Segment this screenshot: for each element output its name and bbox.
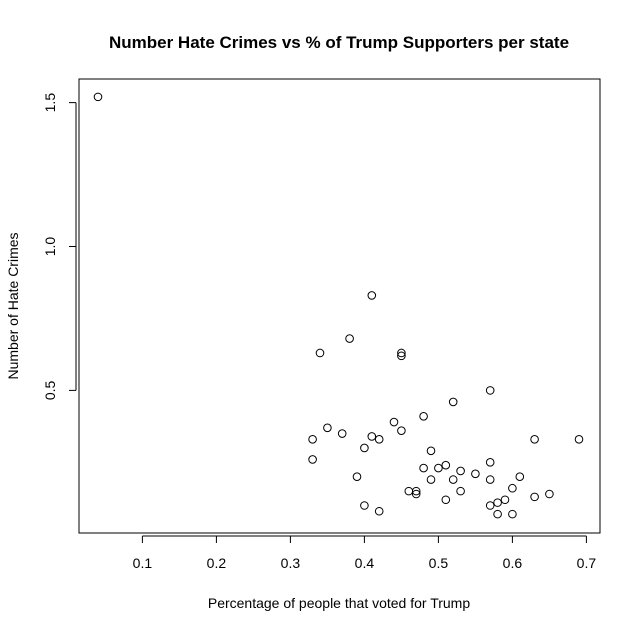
data-point bbox=[419, 463, 428, 473]
data-point bbox=[352, 472, 362, 482]
data-point bbox=[419, 411, 428, 421]
data-point bbox=[374, 435, 384, 444]
x-tick-label: 0.3 bbox=[281, 555, 301, 571]
x-axis: 0.1 0.2 0.3 0.4 0.5 0.6 0.7 bbox=[133, 535, 597, 571]
data-point bbox=[493, 498, 502, 507]
data-point bbox=[360, 501, 369, 510]
data-point bbox=[485, 458, 495, 467]
x-tick-label: 0.1 bbox=[133, 555, 153, 571]
data-point bbox=[471, 469, 480, 479]
data-point bbox=[374, 506, 384, 516]
data-point bbox=[397, 351, 406, 361]
data-point bbox=[456, 466, 465, 476]
data-point bbox=[426, 475, 436, 484]
data-point bbox=[574, 435, 584, 444]
data-point bbox=[345, 334, 354, 343]
data-point bbox=[485, 386, 495, 395]
y-tick-label: 1.5 bbox=[42, 93, 58, 113]
data-point bbox=[441, 495, 451, 505]
data-point bbox=[315, 348, 325, 358]
data-point bbox=[456, 486, 465, 496]
data-point bbox=[508, 483, 517, 493]
data-point bbox=[448, 397, 458, 407]
data-point bbox=[389, 417, 399, 427]
data-point bbox=[337, 429, 347, 438]
data-point bbox=[397, 348, 406, 358]
data-point bbox=[426, 446, 436, 456]
x-tick-label: 0.6 bbox=[503, 555, 523, 571]
data-point bbox=[308, 455, 317, 464]
data-point bbox=[508, 509, 517, 519]
data-point bbox=[448, 475, 458, 484]
data-point bbox=[530, 492, 539, 502]
x-axis-label: Percentage of people that voted for Trum… bbox=[208, 595, 470, 611]
y-tick-label: 1.0 bbox=[42, 237, 58, 257]
y-axis-label: Number of Hate Crimes bbox=[5, 232, 21, 379]
data-point bbox=[404, 486, 414, 496]
x-tick-label: 0.4 bbox=[355, 555, 375, 571]
data-point bbox=[485, 475, 495, 484]
plot-frame bbox=[78, 78, 601, 534]
data-point bbox=[397, 426, 406, 435]
x-tick-label: 0.7 bbox=[577, 555, 597, 571]
data-point bbox=[530, 435, 539, 444]
data-point bbox=[93, 92, 103, 102]
data-point bbox=[323, 423, 332, 433]
data-point bbox=[500, 495, 510, 505]
data-point bbox=[434, 463, 443, 473]
x-tick-label: 0.5 bbox=[429, 555, 449, 571]
x-tick-label: 0.2 bbox=[207, 555, 227, 571]
y-tick-label: 0.5 bbox=[42, 380, 58, 400]
y-axis: 0.5 1.0 1.5 bbox=[42, 93, 77, 400]
data-point bbox=[367, 432, 377, 441]
data-point bbox=[485, 501, 495, 510]
data-point bbox=[441, 460, 451, 470]
data-point bbox=[515, 472, 525, 482]
data-point bbox=[308, 435, 317, 444]
chart-title: Number Hate Crimes vs % of Trump Support… bbox=[109, 33, 569, 52]
data-points bbox=[93, 92, 584, 519]
data-point bbox=[411, 489, 421, 499]
data-point bbox=[545, 489, 554, 499]
data-point bbox=[360, 443, 369, 453]
data-point bbox=[493, 509, 502, 519]
data-point bbox=[367, 291, 377, 300]
